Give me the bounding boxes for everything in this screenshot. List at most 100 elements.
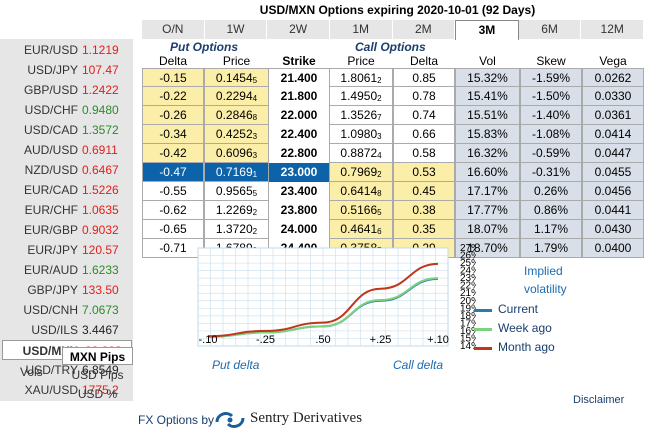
pair-name: EUR/USD bbox=[23, 43, 78, 57]
pair-name: GBP/JPY bbox=[27, 283, 78, 297]
tab-2w[interactable]: 2W bbox=[267, 20, 330, 39]
call-delta-cell-value: 0.85 bbox=[412, 71, 436, 85]
table-row[interactable]: -0.34 0.42523 22.400 1.09803 0.66 15.83% -1.08… bbox=[142, 125, 644, 144]
vol-cell: 15.83% bbox=[455, 125, 520, 144]
tab-1m[interactable]: 1M bbox=[329, 20, 393, 39]
vol-cell-value: 16.32% bbox=[467, 146, 508, 160]
strike-cell: 21.400 bbox=[269, 68, 329, 87]
table-row-atm[interactable]: -0.47 0.71691 23.000 0.79692 0.53 16.60% -0.31… bbox=[142, 163, 644, 182]
put-price-cell: 0.71691 bbox=[204, 163, 269, 182]
x-tick-label: +.25 bbox=[370, 334, 392, 346]
table-row[interactable]: -0.62 1.22692 23.800 0.51665 0.38 17.77% 0.86%… bbox=[142, 201, 644, 220]
call-delta-cell: 0.66 bbox=[393, 125, 455, 144]
legend-swatch bbox=[474, 309, 492, 312]
pair-row-usd-try[interactable]: USD/TRY 6.8549 bbox=[0, 360, 133, 380]
pair-row-usd-jpy[interactable]: USD/JPY 107.47 bbox=[0, 60, 133, 80]
column-header-vega: Vega bbox=[599, 54, 627, 68]
vega-cell-value: 0.0400 bbox=[594, 241, 632, 255]
put-price-cell-pip: 3 bbox=[252, 151, 258, 160]
pair-row-xau-usd[interactable]: XAU/USD 1775.2 bbox=[0, 380, 133, 400]
pair-row-usd-cnh[interactable]: USD/CNH 7.0673 bbox=[0, 300, 133, 320]
vol-option-usd[interactable]: USD % bbox=[77, 387, 118, 401]
call-delta-cell: 0.38 bbox=[393, 201, 455, 220]
legend-title-line-1: Implied bbox=[524, 264, 563, 278]
pair-rate: 0.9032 bbox=[82, 223, 119, 237]
tab-on[interactable]: O/N bbox=[142, 20, 205, 39]
vol-cell-value: 18.70% bbox=[467, 241, 508, 255]
table-row[interactable]: -0.42 0.60963 22.800 0.88724 0.58 16.32% -0.59… bbox=[142, 144, 644, 163]
pair-row-usd-cad[interactable]: USD/CAD 1.3572 bbox=[0, 120, 133, 140]
skew-cell-value: -1.50% bbox=[531, 89, 571, 103]
y-tick-label: 15% bbox=[460, 333, 476, 344]
call-delta-cell: 0.53 bbox=[393, 163, 455, 182]
put-price-cell-value: 0.2294 bbox=[215, 89, 253, 103]
vol-cell: 15.32% bbox=[455, 68, 520, 87]
put-options-header: Put Options bbox=[170, 40, 238, 54]
pair-row-usd-chf[interactable]: USD/CHF 0.9480 bbox=[0, 100, 133, 120]
pair-row-gbp-usd[interactable]: GBP/USD 1.2422 bbox=[0, 80, 133, 100]
column-header-put-price: Price bbox=[222, 54, 251, 68]
vol-option-usd-pips[interactable]: USD Pips bbox=[71, 368, 124, 382]
tab-2m[interactable]: 2M bbox=[392, 20, 456, 39]
pair-rate: 133.50 bbox=[82, 283, 119, 297]
put-price-cell-value: 0.9565 bbox=[215, 184, 253, 198]
pair-row-eur-jpy[interactable]: EUR/JPY 120.57 bbox=[0, 240, 133, 260]
vega-cell: 0.0456 bbox=[582, 182, 644, 201]
vega-cell: 0.0400 bbox=[582, 239, 644, 258]
table-row[interactable]: -0.55 0.95655 23.400 0.64148 0.45 17.17% 0.26%… bbox=[142, 182, 644, 201]
vol-cell: 17.77% bbox=[455, 201, 520, 220]
pair-name: XAU/USD bbox=[24, 383, 78, 397]
call-price-cell: 0.88724 bbox=[329, 144, 393, 163]
put-delta-cell: -0.47 bbox=[142, 163, 204, 182]
put-delta-cell-value: -0.71 bbox=[159, 241, 187, 255]
pair-row-eur-aud[interactable]: EUR/AUD 1.6233 bbox=[0, 260, 133, 280]
put-price-cell: 0.28468 bbox=[204, 106, 269, 125]
vol-cell-value: 15.51% bbox=[467, 108, 508, 122]
call-price-cell: 0.46416 bbox=[329, 220, 393, 239]
pair-row-usd-ils[interactable]: USD/ILS 3.4467 bbox=[0, 320, 133, 340]
table-row[interactable]: -0.65 1.37202 24.000 0.46416 0.35 18.07% 1.17%… bbox=[142, 220, 644, 239]
put-price-cell-pip: 8 bbox=[252, 113, 258, 122]
column-header-vol: Vol bbox=[479, 54, 496, 68]
table-row[interactable]: -0.26 0.28468 22.000 1.35267 0.74 15.51% -1.40… bbox=[142, 106, 644, 125]
vega-cell: 0.0414 bbox=[582, 125, 644, 144]
disclaimer-link[interactable]: Disclaimer bbox=[573, 394, 625, 406]
put-delta-cell-value: -0.34 bbox=[159, 127, 187, 141]
call-delta-cell-value: 0.74 bbox=[412, 108, 436, 122]
tab-6m[interactable]: 6M bbox=[518, 20, 582, 39]
pair-row-eur-chf[interactable]: EUR/CHF 1.0635 bbox=[0, 200, 133, 220]
pair-row-eur-gbp[interactable]: EUR/GBP 0.9032 bbox=[0, 220, 133, 240]
strike-cell-value: 21.400 bbox=[280, 71, 318, 85]
pair-row-eur-cad[interactable]: EUR/CAD 1.5226 bbox=[0, 180, 133, 200]
put-price-cell-pip: 2 bbox=[252, 208, 258, 217]
vega-cell-value: 0.0447 bbox=[594, 146, 632, 160]
tab-3m[interactable]: 3M bbox=[455, 20, 519, 40]
pair-row-nzd-usd[interactable]: NZD/USD 0.6467 bbox=[0, 160, 133, 180]
vol-option-mxn-pips[interactable]: MXN Pips bbox=[62, 347, 133, 365]
pair-row-gbp-jpy[interactable]: GBP/JPY 133.50 bbox=[0, 280, 133, 300]
table-row[interactable]: -0.22 0.22944 21.800 1.49502 0.78 15.41% -1.50… bbox=[142, 87, 644, 106]
pair-row-eur-usd[interactable]: EUR/USD 1.1219 bbox=[0, 40, 133, 60]
put-delta-cell: -0.42 bbox=[142, 144, 204, 163]
pair-rate: 7.0673 bbox=[82, 303, 119, 317]
pair-name: EUR/GBP bbox=[23, 223, 78, 237]
tab-1w[interactable]: 1W bbox=[204, 20, 268, 39]
tab-12m[interactable]: 12M bbox=[581, 20, 644, 39]
vega-cell: 0.0330 bbox=[582, 87, 644, 106]
sentry-logo-icon bbox=[215, 412, 245, 428]
skew-cell: 1.17% bbox=[520, 220, 582, 239]
table-row[interactable]: -0.15 0.14545 21.400 1.80612 0.85 15.32% -1.59… bbox=[142, 68, 644, 87]
legend-label: Current bbox=[498, 302, 539, 316]
strike-cell-value: 23.800 bbox=[280, 203, 318, 217]
pair-rate: 3.4467 bbox=[82, 323, 119, 337]
call-price-cell-pip: 5 bbox=[377, 208, 382, 217]
put-price-cell-value: 0.6096 bbox=[215, 146, 253, 160]
pair-row-aud-usd[interactable]: AUD/USD 0.6911 bbox=[0, 140, 133, 160]
skew-cell-value: -1.59% bbox=[531, 71, 571, 85]
pair-rate: 120.57 bbox=[82, 243, 119, 257]
pair-rate: 6.8549 bbox=[82, 363, 119, 377]
call-price-cell-value: 0.6414 bbox=[340, 184, 378, 198]
strike-cell-value: 23.000 bbox=[280, 165, 318, 179]
vega-cell-value: 0.0262 bbox=[594, 71, 632, 85]
put-delta-cell: -0.65 bbox=[142, 220, 204, 239]
